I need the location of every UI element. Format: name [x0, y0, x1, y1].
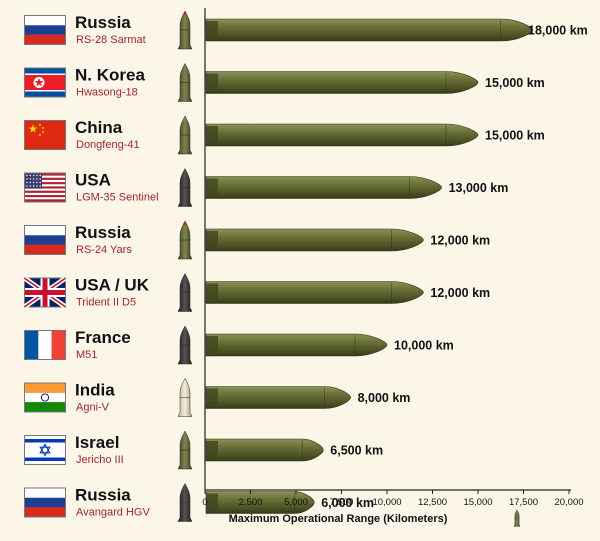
chart-row: USA / UK Trident II D5 12,000 km — [23, 272, 490, 312]
country-label: Russia — [75, 486, 131, 505]
missile-icon — [177, 167, 193, 207]
range-bar — [205, 176, 442, 199]
missile-icon — [177, 62, 193, 102]
range-bar — [205, 71, 479, 94]
x-tick-label: 0 — [202, 497, 207, 508]
x-tick-label: 7,500 — [330, 497, 354, 508]
range-bar — [205, 123, 479, 147]
uk-flag-icon — [23, 276, 67, 309]
x-tick-label: 5,000 — [284, 497, 308, 508]
value-label: 13,000 km — [449, 181, 509, 195]
missile-icon — [177, 430, 193, 470]
x-tick-label: 17,500 — [509, 497, 538, 508]
chart-row: Russia Avangard HGV 6,000 km — [24, 482, 374, 522]
value-label: 15,000 km — [485, 76, 545, 90]
chart-row: Israel Jericho III 6,500 km — [24, 430, 383, 470]
range-bar — [205, 228, 424, 252]
range-bar — [205, 333, 388, 357]
value-label: 12,000 km — [430, 286, 490, 300]
israel-flag-icon — [24, 435, 66, 465]
value-label: 8,000 km — [358, 391, 411, 405]
india-flag-icon — [24, 382, 66, 413]
missile-label: RS-28 Sarmat — [76, 34, 146, 46]
missile-label: M51 — [76, 349, 97, 361]
missile-icon — [177, 325, 193, 365]
range-bar — [205, 281, 424, 304]
missile-icon — [177, 10, 193, 50]
missile-icon — [177, 220, 193, 260]
x-tick-label: 10,000 — [372, 497, 401, 508]
country-label: India — [75, 381, 115, 400]
country-label: USA — [75, 171, 111, 190]
missile-label: Trident II D5 — [76, 297, 136, 309]
missile-label: Agni-V — [76, 402, 110, 414]
country-label: China — [75, 118, 123, 137]
range-bar — [205, 18, 533, 42]
missile-icon — [177, 115, 193, 155]
missile-label: Jericho III — [76, 454, 124, 466]
missile-label: Dongfeng-41 — [76, 139, 140, 151]
missile-icon — [177, 272, 193, 312]
china-flag-icon — [24, 120, 66, 150]
country-label: France — [75, 328, 131, 347]
country-label: Russia — [75, 13, 131, 32]
range-bar — [205, 438, 324, 462]
country-label: N. Korea — [75, 66, 145, 85]
chart-row: India Agni-V 8,000 km — [24, 377, 411, 417]
x-tick-label: 20,000 — [554, 497, 583, 508]
missile-icon — [177, 377, 193, 417]
missile-label: LGM-35 Sentinel — [76, 192, 159, 204]
chart-row: Russia RS-24 Yars 12,000 km — [24, 220, 490, 260]
russia-flag-icon — [24, 15, 66, 45]
range-bar — [205, 386, 351, 409]
x-axis: 0 2,500 5,000 7,500 10,000 12,500 15,000 17,500… — [202, 8, 584, 508]
north-korea-flag-icon — [24, 67, 66, 98]
value-label: 12,000 km — [430, 234, 490, 248]
missile-legend-icon — [513, 509, 521, 527]
value-label: 15,000 km — [485, 129, 545, 143]
country-label: USA / UK — [75, 276, 150, 295]
russia-flag-icon — [24, 487, 66, 518]
missile-label: RS-24 Yars — [76, 244, 132, 256]
missile-label: Avangard HGV — [76, 507, 150, 519]
russia-flag-icon — [24, 225, 66, 255]
x-tick-label: 2,500 — [239, 497, 263, 508]
x-tick-label: 12,500 — [418, 497, 447, 508]
chart-row: USA LGM-35 Sentinel 13,000 km — [24, 167, 509, 207]
rows-layer: Russia RS-28 Sarmat 18,000 km N. Korea Hwaso… — [23, 10, 588, 522]
value-label: 10,000 km — [394, 339, 454, 353]
usa-flag-icon — [24, 172, 66, 203]
france-flag-icon — [24, 330, 66, 360]
missile-icon — [177, 482, 193, 522]
missile-icon — [513, 509, 521, 527]
x-tick-label: 15,000 — [463, 497, 492, 508]
country-label: Israel — [75, 433, 119, 452]
x-axis-label: Maximum Operational Range (Kilometers) — [229, 513, 448, 525]
country-label: Russia — [75, 223, 131, 242]
chart-row: Russia RS-28 Sarmat 18,000 km — [24, 10, 588, 50]
value-label: 6,000 km — [321, 496, 374, 510]
missile-label: Hwasong-18 — [76, 87, 138, 99]
chart-row: N. Korea Hwasong-18 15,000 km — [24, 62, 545, 102]
chart-row: China Dongfeng-41 15,000 km — [24, 115, 545, 155]
value-label: 18,000 km — [528, 24, 588, 38]
chart-row: France M51 10,000 km — [24, 325, 454, 365]
range-bar — [205, 491, 315, 514]
value-label: 6,500 km — [330, 444, 383, 458]
